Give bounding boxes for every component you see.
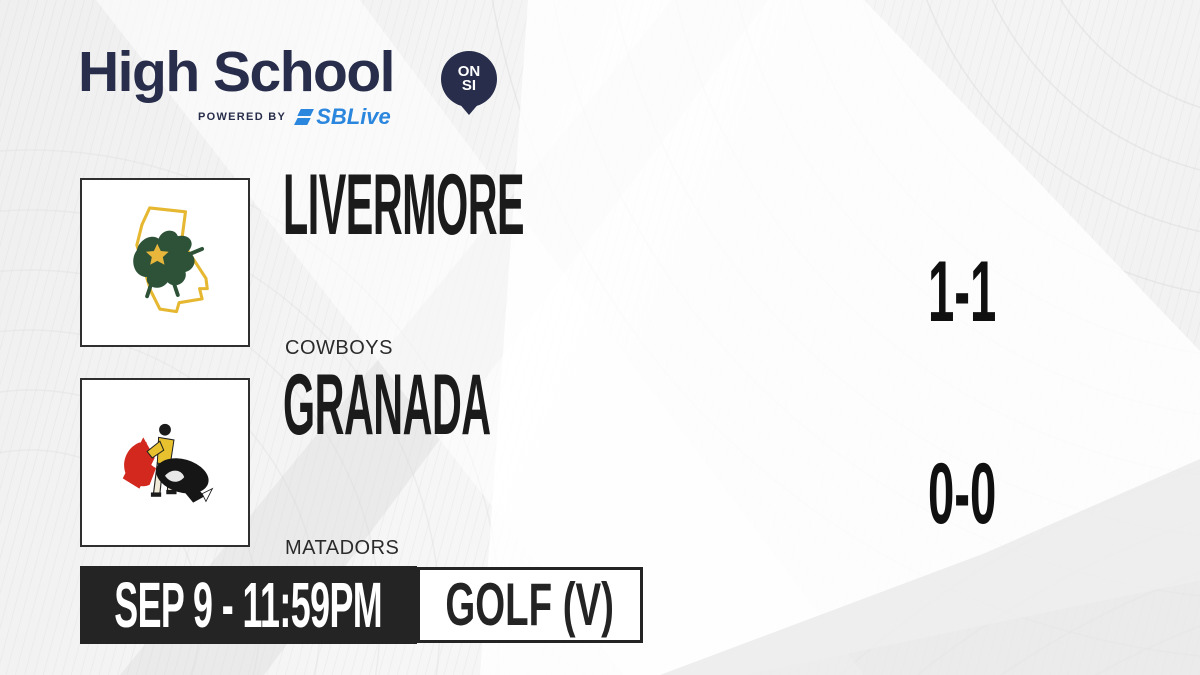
team1-logo-box [80, 178, 250, 347]
california-cowboy-logo-icon [133, 205, 209, 313]
brand-title: High School [78, 40, 395, 104]
team2-logo-box [80, 378, 250, 547]
team2-name: GRANADA [283, 357, 491, 453]
matador-bull-logo-icon [122, 423, 214, 503]
game-datetime-bar: SEP 9 - 11:59PM [80, 566, 417, 644]
game-datetime: SEP 9 - 11:59PM [114, 569, 383, 641]
on-si-pin-icon: ON SI [441, 51, 497, 115]
team1-name: LIVERMORE [283, 157, 525, 253]
pin-text-on: ON [457, 63, 481, 80]
event-type: GOLF (V) [445, 571, 615, 638]
event-type-box: GOLF (V) [417, 567, 643, 643]
powered-by-row: POWERED BY SBLive [198, 106, 391, 128]
team2-mascot: MATADORS [285, 537, 400, 559]
powered-by-label: POWERED BY [198, 111, 287, 123]
sblive-logo: SBLive [295, 106, 391, 128]
team2-record: 0-0 [928, 446, 997, 542]
pin-text-si: SI [461, 77, 477, 94]
team1-record: 1-1 [928, 244, 997, 340]
team1-mascot: COWBOYS [285, 337, 393, 359]
sblive-s-icon [293, 108, 315, 126]
sblive-wordmark: SBLive [316, 104, 391, 129]
pin-circle: ON SI [441, 51, 497, 107]
